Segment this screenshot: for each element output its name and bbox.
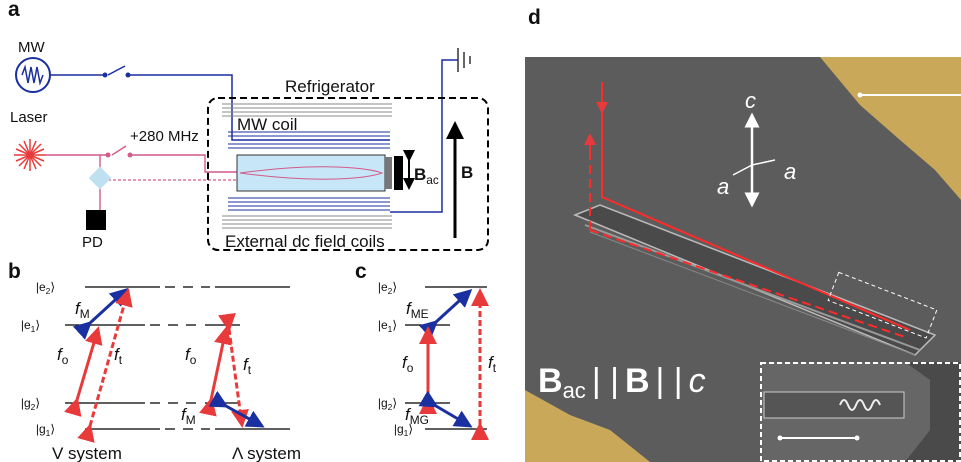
transition-label: ft [488, 353, 497, 375]
text: ⟩ [50, 422, 55, 436]
switch-node [103, 73, 108, 78]
scale-bar-end [778, 436, 783, 441]
text: ⟩ [392, 396, 397, 410]
resonator [394, 156, 403, 190]
bac-label: Bac [414, 165, 439, 187]
transition-arrow [77, 329, 98, 400]
photodetector [86, 210, 106, 230]
laser-label: Laser [10, 109, 48, 126]
pd-label: PD [82, 234, 103, 251]
transition-label: fMG [405, 405, 429, 427]
transition-label: fo [185, 345, 197, 367]
panel-c: c |e2⟩ |e1⟩ |g2⟩ |g1⟩ fME fo ft fMG [355, 260, 497, 438]
scale-bar-end [855, 436, 860, 441]
panel-label: d [528, 6, 541, 29]
text: ⟩ [50, 280, 55, 294]
dc-coil-bottom [222, 216, 392, 228]
panel-a: a MW Laser +280 MHz PD Refrigerator MW c… [8, 0, 488, 251]
transition-arrow [436, 291, 470, 322]
mw-coil-bottom [228, 198, 390, 210]
transition-arrow [211, 329, 226, 400]
subscript: M [186, 413, 196, 427]
text: ⟩ [392, 280, 397, 294]
subscript: M [80, 307, 90, 321]
text: |e [378, 318, 388, 332]
transition-arrow [90, 291, 128, 426]
refrigerator-label: Refrigerator [285, 77, 375, 96]
scale-bar-end [858, 93, 863, 98]
subscript: o [62, 353, 69, 367]
subscript: t [119, 353, 123, 367]
panel-label: a [8, 0, 20, 21]
subscript: ac [426, 173, 439, 187]
level-label: |e2⟩ [36, 280, 55, 296]
dc-coils-label: External dc field coils [225, 232, 385, 251]
system-label: V system [52, 444, 122, 462]
transition-label: fME [406, 299, 429, 321]
axis-label: a [784, 159, 796, 184]
text: B [414, 165, 426, 184]
system-label: Λ system [232, 444, 301, 462]
text: B [625, 362, 650, 400]
text: c [689, 362, 706, 400]
axis-label: a [717, 174, 729, 199]
mw-label: MW [18, 39, 45, 56]
subscript: t [248, 363, 252, 377]
subscript: t [493, 361, 497, 375]
subscript: ac [563, 378, 586, 403]
text: |g [394, 422, 404, 436]
switch-node [128, 153, 133, 158]
transition-label: ft [243, 355, 252, 377]
switch-node [106, 153, 111, 158]
text: |e [36, 280, 46, 294]
transition-label: fo [402, 353, 414, 375]
transition-label: fM [75, 299, 90, 321]
text: ⟩ [392, 318, 397, 332]
level-label: |e2⟩ [378, 280, 397, 296]
panel-b: b |e2⟩ |e1⟩ |g2⟩ |g1⟩ fM fo ft fo ft fM … [8, 260, 301, 462]
subscript: o [190, 353, 197, 367]
transition-arrow [436, 406, 470, 426]
text: ⟩ [35, 396, 40, 410]
laser-source [14, 139, 46, 171]
level-label: |e1⟩ [21, 318, 40, 334]
text: ⟩ [35, 318, 40, 332]
level-label: |g2⟩ [21, 396, 40, 412]
subscript: o [407, 361, 414, 375]
panel-d: d c a a Bac| |B| |c [525, 6, 961, 462]
energy-levels [65, 287, 290, 429]
transition-label: fM [181, 405, 196, 427]
subscript: ME [411, 307, 429, 321]
inset-waveguide [764, 392, 904, 418]
axis-label: c [745, 88, 756, 113]
text: | | [592, 362, 619, 400]
text: |g [21, 396, 31, 410]
text: |e [21, 318, 31, 332]
mirror [385, 157, 392, 189]
level-label: |e1⟩ [378, 318, 397, 334]
text: |e [378, 280, 388, 294]
subscript: MG [410, 413, 429, 427]
transition-label: ft [114, 345, 123, 367]
b-label: B [461, 163, 473, 182]
text: | | [656, 362, 683, 400]
transition-arrow [226, 406, 262, 426]
figure: a MW Laser +280 MHz PD Refrigerator MW c… [0, 0, 961, 462]
panel-label: c [355, 260, 367, 283]
transition-label: fo [57, 345, 69, 367]
switch-node [126, 73, 131, 78]
frequency-shift: +280 MHz [130, 128, 199, 145]
panel-label: b [8, 260, 21, 283]
ground [458, 48, 470, 72]
text: |g [378, 396, 388, 410]
level-label: |g1⟩ [36, 422, 55, 438]
beam-splitter [89, 167, 112, 190]
text: B [538, 362, 563, 400]
mw-coil-label: MW coil [237, 115, 297, 134]
text: |g [36, 422, 46, 436]
level-label: |g2⟩ [378, 396, 397, 412]
crystal [237, 155, 385, 191]
